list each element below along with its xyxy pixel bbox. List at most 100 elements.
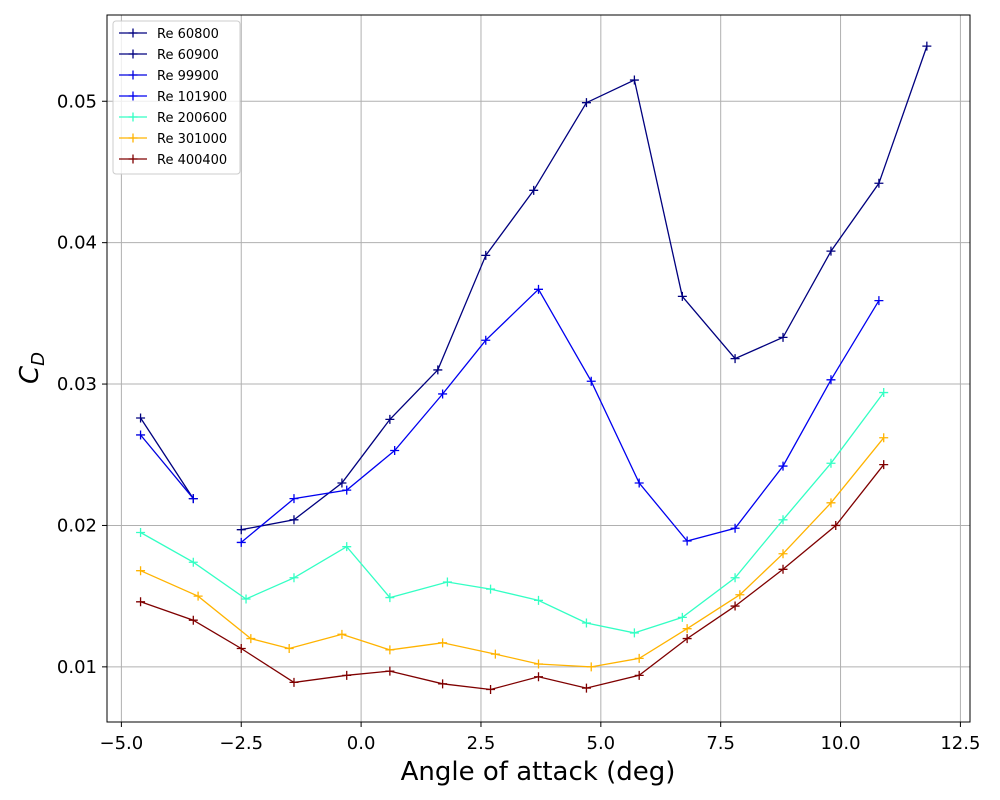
data-point-marker: [136, 430, 146, 440]
data-point-marker: [385, 645, 395, 655]
y-tick-label: 0.05: [57, 91, 97, 112]
data-point-marker: [342, 542, 352, 552]
data-point-marker: [922, 41, 932, 51]
legend-label: Re 301000: [157, 132, 227, 147]
y-tick-label: 0.03: [57, 374, 97, 395]
data-point-marker: [390, 446, 400, 456]
data-point-marker: [677, 612, 687, 622]
data-point-marker: [529, 185, 539, 195]
data-point-marker: [874, 178, 884, 188]
legend-marker: [128, 133, 138, 143]
data-point-marker: [874, 296, 884, 306]
x-tick-label: 5.0: [587, 733, 616, 754]
legend: Re 60800 Re 60900 Re 99900 Re 101900 Re 2006…: [112, 20, 241, 175]
data-point-marker: [778, 564, 788, 574]
series-line: [140, 392, 885, 634]
data-point-marker: [136, 566, 146, 576]
data-point-marker: [385, 593, 395, 603]
data-point-marker: [236, 525, 246, 535]
series-line: [140, 464, 885, 691]
data-point-marker: [289, 573, 299, 583]
data-point-marker: [831, 520, 841, 530]
legend-marker: [128, 70, 138, 80]
legend-label: Re 60800: [157, 27, 219, 42]
data-point-marker: [534, 659, 543, 669]
data-point-marker: [581, 683, 591, 693]
x-tick-label: 10.0: [821, 733, 861, 754]
plot-frame: [106, 14, 971, 723]
data-point-marker: [385, 666, 395, 676]
legend-label: Re 60900: [157, 48, 219, 63]
legend-item: Re 400400: [119, 153, 227, 168]
data-point-marker: [778, 461, 788, 471]
data-point-marker: [879, 388, 889, 398]
y-axis-label-subscript: D: [28, 352, 49, 366]
data-point-marker: [629, 75, 639, 85]
data-point-marker: [581, 98, 591, 108]
x-tick-label: 7.5: [706, 733, 735, 754]
legend-marker: [128, 28, 138, 38]
data-point-marker: [188, 494, 198, 504]
data-point-marker: [778, 549, 788, 559]
data-point-marker: [634, 478, 644, 488]
data-point-marker: [490, 649, 500, 659]
legend-marker: [128, 112, 138, 122]
data-point-marker: [879, 460, 889, 470]
y-axis-label-main: C: [15, 365, 45, 384]
data-point-marker: [481, 335, 491, 345]
series-line: [140, 417, 194, 499]
data-point-marker: [289, 494, 299, 504]
x-tick-label: 12.5: [940, 733, 980, 754]
legend-box: [112, 20, 241, 175]
x-tick-label: −5.0: [100, 733, 144, 754]
data-point-marker: [236, 537, 246, 547]
x-tick-label: 2.5: [467, 733, 496, 754]
data-point-marker: [586, 662, 596, 672]
data-point-marker: [433, 365, 443, 375]
x-tick-label: 0.0: [347, 733, 376, 754]
data-point-marker: [826, 498, 836, 508]
data-point-marker: [246, 634, 256, 644]
series-re-200600: [136, 388, 889, 638]
data-point-marker: [136, 528, 146, 538]
series-line: [240, 288, 880, 543]
data-point-marker: [534, 672, 543, 682]
data-point-marker: [677, 291, 687, 301]
data-point-marker: [438, 389, 448, 399]
y-axis-label: CD: [15, 352, 49, 384]
data-point-marker: [342, 670, 352, 680]
data-point-marker: [581, 618, 591, 628]
legend-item: Re 200600: [119, 111, 227, 126]
data-point-marker: [188, 557, 198, 567]
data-point-marker: [879, 433, 889, 443]
data-point-marker: [442, 577, 452, 587]
tick-layer: −5.0 −2.5 0.0 2.5 5.0 7.5 10.0 12.5 0.01 0.02 0.03…: [57, 91, 981, 754]
series-layer: [136, 41, 932, 694]
grid-layer: [107, 15, 970, 722]
data-point-marker: [778, 332, 788, 342]
data-point-marker: [486, 584, 496, 594]
data-point-marker: [385, 414, 395, 424]
legend-marker: [128, 49, 138, 59]
data-point-marker: [534, 595, 543, 605]
legend-label: Re 101900: [157, 90, 227, 105]
data-point-marker: [682, 624, 692, 634]
series-line: [140, 437, 885, 668]
data-point-marker: [730, 601, 740, 611]
x-axis-label: Angle of attack (deg): [401, 757, 676, 787]
legend-label: Re 99900: [157, 69, 219, 84]
data-point-marker: [730, 573, 740, 583]
data-point-marker: [193, 591, 203, 601]
y-tick-label: 0.01: [57, 657, 97, 678]
data-point-marker: [289, 677, 299, 687]
series-re-60900: [236, 41, 932, 535]
legend-item: Re 60900: [119, 48, 219, 63]
data-point-marker: [342, 485, 352, 495]
data-point-marker: [481, 250, 491, 260]
legend-item: Re 99900: [119, 69, 219, 84]
legend-item: Re 101900: [119, 90, 227, 105]
data-point-marker: [629, 628, 639, 638]
data-point-marker: [136, 597, 146, 607]
data-point-marker: [289, 515, 299, 525]
